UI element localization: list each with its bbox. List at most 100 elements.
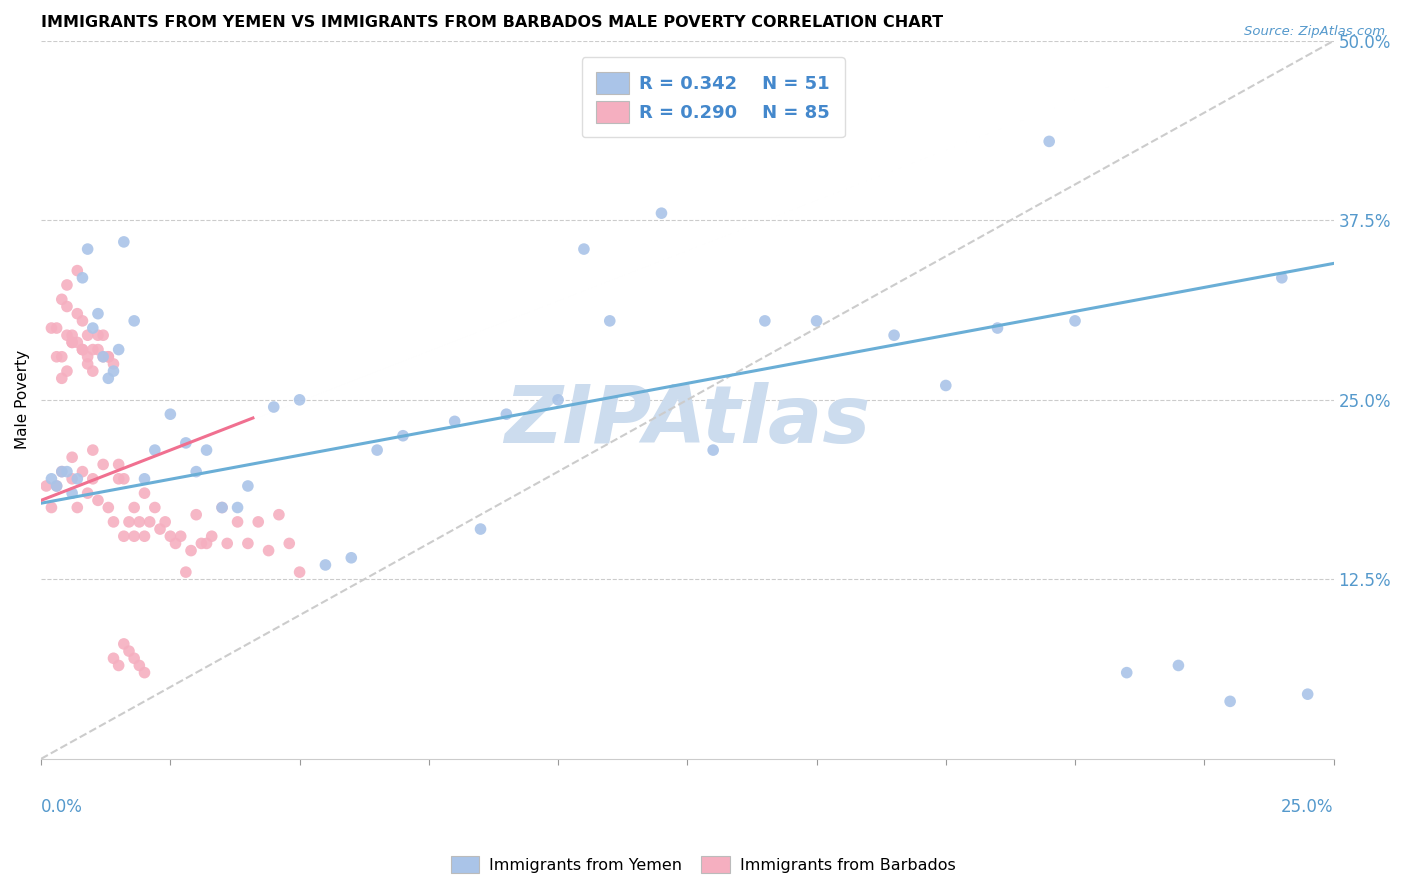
Point	[1296, 687, 1319, 701]
Point	[190, 536, 212, 550]
Point	[87, 343, 110, 357]
Point	[547, 392, 569, 407]
Point	[134, 486, 156, 500]
Point	[51, 350, 73, 364]
Point	[91, 458, 114, 472]
Point	[72, 270, 94, 285]
Point	[226, 500, 249, 515]
Y-axis label: Male Poverty: Male Poverty	[15, 351, 30, 450]
Point	[257, 543, 280, 558]
Point	[112, 235, 135, 249]
Point	[650, 206, 672, 220]
Point	[45, 479, 67, 493]
Point	[935, 378, 957, 392]
Point	[107, 658, 129, 673]
Point	[236, 536, 259, 550]
Point	[112, 529, 135, 543]
Point	[72, 343, 94, 357]
Point	[174, 436, 197, 450]
Point	[56, 364, 79, 378]
Point	[186, 508, 208, 522]
Point	[107, 343, 129, 357]
Text: Source: ZipAtlas.com: Source: ZipAtlas.com	[1244, 25, 1385, 38]
Point	[134, 665, 156, 680]
Point	[51, 465, 73, 479]
Point	[76, 328, 98, 343]
Point	[134, 472, 156, 486]
Point	[883, 328, 905, 343]
Legend: Immigrants from Yemen, Immigrants from Barbados: Immigrants from Yemen, Immigrants from B…	[444, 849, 962, 880]
Point	[103, 651, 125, 665]
Point	[134, 529, 156, 543]
Point	[91, 350, 114, 364]
Point	[288, 565, 311, 579]
Point	[263, 400, 285, 414]
Legend: R = 0.342    N = 51, R = 0.290    N = 85: R = 0.342 N = 51, R = 0.290 N = 85	[582, 57, 845, 137]
Point	[66, 500, 89, 515]
Point	[217, 536, 239, 550]
Point	[143, 500, 166, 515]
Point	[174, 565, 197, 579]
Point	[82, 443, 104, 458]
Point	[340, 550, 363, 565]
Point	[165, 536, 187, 550]
Point	[702, 443, 724, 458]
Point	[56, 277, 79, 292]
Point	[51, 293, 73, 307]
Point	[82, 321, 104, 335]
Point	[72, 343, 94, 357]
Point	[186, 465, 208, 479]
Point	[82, 472, 104, 486]
Point	[91, 328, 114, 343]
Point	[226, 515, 249, 529]
Point	[51, 371, 73, 385]
Point	[76, 350, 98, 364]
Text: IMMIGRANTS FROM YEMEN VS IMMIGRANTS FROM BARBADOS MALE POVERTY CORRELATION CHART: IMMIGRANTS FROM YEMEN VS IMMIGRANTS FROM…	[41, 15, 943, 30]
Point	[314, 558, 336, 572]
Point	[170, 529, 193, 543]
Point	[72, 314, 94, 328]
Point	[806, 314, 828, 328]
Point	[87, 328, 110, 343]
Point	[82, 364, 104, 378]
Point	[66, 335, 89, 350]
Point	[56, 465, 79, 479]
Point	[103, 364, 125, 378]
Point	[60, 486, 83, 500]
Point	[66, 472, 89, 486]
Point	[76, 357, 98, 371]
Text: ZIPAtlas: ZIPAtlas	[505, 383, 870, 460]
Point	[122, 529, 145, 543]
Point	[112, 472, 135, 486]
Point	[60, 335, 83, 350]
Point	[247, 515, 270, 529]
Point	[35, 479, 58, 493]
Point	[76, 486, 98, 500]
Point	[107, 472, 129, 486]
Point	[56, 300, 79, 314]
Point	[56, 328, 79, 343]
Point	[97, 500, 120, 515]
Point	[107, 458, 129, 472]
Point	[211, 500, 233, 515]
Point	[195, 443, 218, 458]
Point	[366, 443, 388, 458]
Point	[97, 350, 120, 364]
Point	[1038, 135, 1060, 149]
Point	[87, 493, 110, 508]
Point	[1115, 665, 1137, 680]
Point	[143, 443, 166, 458]
Point	[138, 515, 160, 529]
Point	[103, 357, 125, 371]
Point	[51, 465, 73, 479]
Point	[66, 307, 89, 321]
Point	[76, 242, 98, 256]
Point	[236, 479, 259, 493]
Point	[91, 350, 114, 364]
Point	[97, 350, 120, 364]
Point	[392, 428, 415, 442]
Point	[112, 637, 135, 651]
Point	[60, 450, 83, 465]
Point	[45, 321, 67, 335]
Point	[122, 651, 145, 665]
